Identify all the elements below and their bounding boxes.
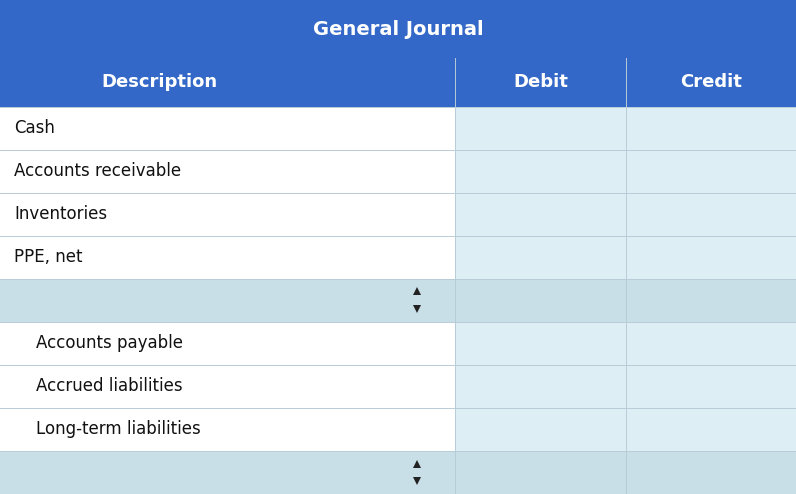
Bar — [0, 0, 796, 58]
Bar — [626, 322, 796, 365]
Text: Accounts payable: Accounts payable — [36, 334, 183, 352]
Bar — [455, 408, 626, 451]
Text: General Journal: General Journal — [313, 20, 483, 39]
Text: Debit: Debit — [513, 74, 568, 91]
Bar — [626, 365, 796, 408]
Bar — [455, 365, 626, 408]
Bar — [0, 58, 796, 107]
Text: Accrued liabilities: Accrued liabilities — [36, 377, 182, 395]
Bar — [626, 107, 796, 150]
Bar — [0, 451, 455, 494]
Bar — [626, 236, 796, 279]
Bar — [0, 365, 455, 408]
Text: Accounts receivable: Accounts receivable — [14, 162, 181, 180]
Bar — [0, 236, 455, 279]
Text: PPE, net: PPE, net — [14, 248, 83, 266]
Bar — [626, 451, 796, 494]
Bar — [455, 193, 626, 236]
Bar — [455, 322, 626, 365]
Bar — [455, 107, 626, 150]
Text: Long-term liabilities: Long-term liabilities — [36, 420, 201, 439]
Bar — [0, 279, 455, 322]
Text: Credit: Credit — [680, 74, 742, 91]
Text: Inventories: Inventories — [14, 206, 107, 223]
Bar — [0, 193, 455, 236]
Text: Cash: Cash — [14, 119, 55, 137]
Text: Description: Description — [101, 74, 217, 91]
Bar — [0, 107, 455, 150]
Bar — [455, 150, 626, 193]
Bar — [455, 451, 626, 494]
Bar — [0, 150, 455, 193]
Bar — [0, 322, 455, 365]
Bar — [0, 408, 455, 451]
Bar — [626, 150, 796, 193]
Bar — [626, 279, 796, 322]
Bar — [626, 408, 796, 451]
Bar — [455, 279, 626, 322]
Bar — [626, 193, 796, 236]
Bar — [455, 236, 626, 279]
